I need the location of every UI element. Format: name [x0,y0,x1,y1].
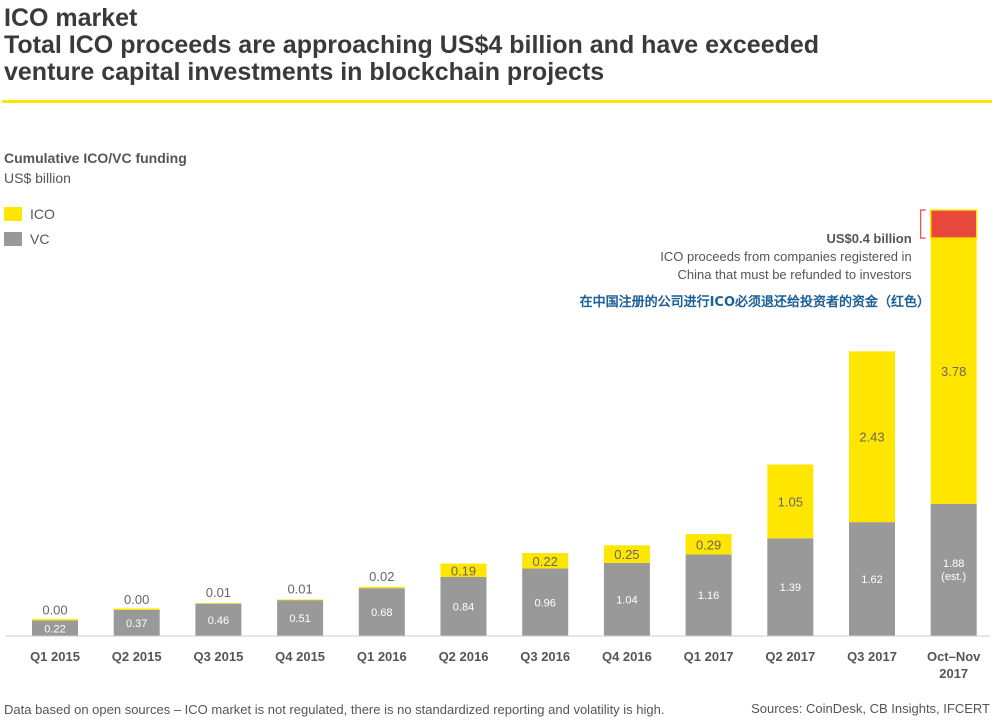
annotation-line-2: China that must be refunded to investors [678,267,913,282]
x-tick-label: Q1 2015 [30,649,80,664]
bar-refund [929,209,978,239]
x-tick-label: Q1 2017 [684,649,734,664]
x-tick-label: 2017 [939,666,968,681]
annotation-bracket [920,209,926,239]
bar-vc [930,503,977,636]
bar-ico [277,599,324,601]
bar-ico [849,351,895,523]
bar-vc [767,538,814,636]
data-label-vc: 0.22 [44,623,65,635]
section-title: ICO market [4,4,138,32]
bar-vc [685,554,732,636]
data-label-vc: 1.88 [943,558,964,570]
data-label-ico: 3.78 [941,364,966,379]
x-tick-label: Q2 2017 [765,649,815,664]
data-label-ico: 0.01 [287,581,312,596]
bar-ico [195,602,242,604]
data-label-ico: 0.00 [42,603,67,618]
headline-line-2: venture capital investments in blockchai… [4,58,605,86]
x-tick-label: Q4 2015 [275,649,325,664]
legend-label-ico: ICO [30,206,55,222]
data-label-ico: 0.22 [533,554,558,569]
data-label-ico: 0.19 [451,563,476,578]
legend-label-vc: VC [30,231,50,247]
bar-ico [603,545,650,563]
bar-vc [849,522,895,636]
bar-ico [113,608,160,610]
bar-ico [522,553,569,569]
x-tick-label: Q3 2015 [193,649,243,664]
data-label-vc: 1.16 [698,590,719,602]
bar-vc [32,620,78,636]
data-label-vc-note: (est.) [941,571,966,583]
legend-swatch-vc [4,232,22,246]
bar-ico [440,563,487,577]
x-tick-label: Q4 2016 [602,649,652,664]
bar-vc [113,609,160,636]
data-label-ico: 0.00 [124,592,149,607]
bar-ico [32,619,78,621]
data-label-vc: 0.51 [289,613,310,625]
bar-vc [277,600,324,636]
legend-item-vc: VC [4,231,49,247]
annotation-chinese: 在中国注册的公司进行ICO必须退还给投资者的资金（红色） [580,294,930,310]
bar-vc [358,588,405,636]
x-tick-label: Q2 2016 [439,649,489,664]
x-tick-label: Q3 2017 [847,649,897,664]
bar-ico [358,586,405,589]
data-label-ico: 0.25 [614,547,639,562]
data-label-ico: 1.05 [778,494,803,509]
header-divider [2,100,992,103]
data-label-vc: 0.46 [208,615,229,627]
annotation-line-1: ICO proceeds from companies registered i… [660,249,911,264]
data-label-ico: 0.02 [369,569,394,584]
x-tick-label: Oct–Nov [927,649,981,664]
bar-ico [767,464,814,539]
data-footnote: Data based on open sources – ICO market … [4,702,665,717]
chart-unit: US$ billion [4,170,71,186]
data-label-vc: 0.68 [371,607,392,619]
annotation-title: US$0.4 billion [826,231,911,246]
headline-line-1: Total ICO proceeds are approaching US$4 … [4,31,820,59]
bar-vc [440,576,487,636]
x-tick-label: Q2 2015 [112,649,162,664]
data-label-ico: 2.43 [859,430,884,445]
bar-vc [195,603,242,636]
legend-swatch-ico [4,207,22,221]
bar-vc [522,568,569,636]
data-label-vc: 1.04 [616,594,637,606]
legend-item-ico: ICO [4,206,55,222]
x-tick-label: Q1 2016 [357,649,407,664]
data-label-vc: 0.84 [453,601,474,613]
bar-vc [603,562,650,636]
bar-ico [930,238,977,504]
data-label-vc: 0.37 [126,618,147,630]
data-label-vc: 0.96 [534,597,555,609]
data-label-ico: 0.29 [696,537,721,552]
data-label-ico: 0.01 [206,585,231,600]
bar-ico [685,534,732,555]
data-label-vc: 1.62 [861,574,882,586]
data-label-vc: 1.39 [780,582,801,594]
x-tick-label: Q3 2016 [520,649,570,664]
chart-title: Cumulative ICO/VC funding [4,150,187,166]
sources-footnote: Sources: CoinDesk, CB Insights, IFCERT [751,701,990,716]
